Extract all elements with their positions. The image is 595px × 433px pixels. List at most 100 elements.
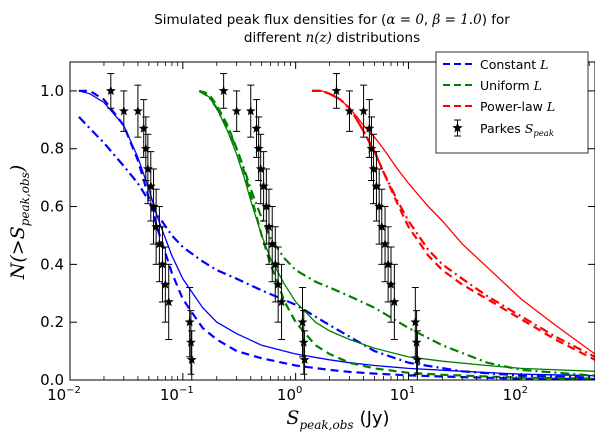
parkes-point xyxy=(383,226,394,303)
star-marker xyxy=(374,201,385,211)
star-marker xyxy=(273,279,284,289)
legend-box xyxy=(435,51,589,154)
parkes-point xyxy=(412,330,423,380)
star-marker xyxy=(138,123,149,133)
legend-entry-parkes: Parkes Speak xyxy=(452,119,554,139)
series-line-8 xyxy=(312,89,595,358)
parkes-point xyxy=(358,84,369,138)
parkes-point xyxy=(331,73,342,109)
parkes-point xyxy=(151,188,162,265)
y-tick-label: 0.0 xyxy=(40,371,64,389)
x-tick-label: 101 xyxy=(390,385,415,404)
star-marker xyxy=(267,238,278,249)
star-marker xyxy=(386,279,396,289)
parkes-point xyxy=(380,206,390,283)
parkes-point xyxy=(386,246,396,323)
star-marker xyxy=(344,105,355,116)
parkes-point xyxy=(270,226,281,303)
plot-frame xyxy=(69,61,595,381)
star-marker xyxy=(411,337,422,347)
parkes-point xyxy=(258,151,269,222)
star-marker xyxy=(186,337,196,347)
x-axis-label: Speak,obs (Jy) xyxy=(286,407,389,432)
star-marker xyxy=(410,317,421,327)
x-tick-label: 10−1 xyxy=(160,385,194,404)
star-marker xyxy=(258,181,269,191)
svg-text:Parkes Speak: Parkes Speak xyxy=(480,121,554,139)
parkes-point xyxy=(186,330,197,380)
parkes-point xyxy=(157,226,168,303)
legend: Constant L Uniform L Power-law L Parkes … xyxy=(435,51,589,154)
x-tick-label: 10−2 xyxy=(47,385,81,404)
star-marker xyxy=(376,221,387,231)
star-marker xyxy=(264,221,274,231)
star-marker xyxy=(383,259,394,269)
parkes-point xyxy=(389,263,400,341)
star-marker xyxy=(160,279,171,289)
x-tick-label: 102 xyxy=(503,385,528,404)
svg-text:Constant L: Constant L xyxy=(480,57,548,72)
star-marker xyxy=(368,163,379,174)
parkes-point xyxy=(118,90,129,132)
star-marker xyxy=(218,85,229,96)
parkes-point xyxy=(186,310,196,375)
star-marker xyxy=(186,354,197,364)
parkes-point xyxy=(245,84,256,138)
series-line-5 xyxy=(198,89,595,377)
series-line-4 xyxy=(198,90,595,372)
parkes-point xyxy=(218,73,229,109)
legend-star-marker xyxy=(452,122,463,133)
star-marker xyxy=(245,105,256,116)
legend-entry-powerlaw: Power-law L xyxy=(443,99,555,114)
star-marker xyxy=(118,105,129,116)
star-marker xyxy=(412,354,423,364)
series-line-1 xyxy=(78,90,595,377)
star-marker xyxy=(133,105,143,116)
parkes-point xyxy=(368,133,379,205)
svg-text:Power-law L: Power-law L xyxy=(480,99,555,114)
parkes-point xyxy=(344,90,355,132)
series-layer xyxy=(78,89,595,380)
star-marker xyxy=(157,259,168,269)
legend-entry-constant: Constant L xyxy=(443,57,548,72)
legend-entry-uniform: Uniform L xyxy=(443,78,542,93)
parkes-point xyxy=(184,286,195,358)
tick-layer: 10−2 10−1 100 101 102 0.0 0.2 0.4 0.6 0.8 1.0 xyxy=(40,62,595,404)
parkes-point xyxy=(142,133,153,205)
star-marker xyxy=(253,143,264,153)
chart-title-line1: Simulated peak flux densities for (α = 0… xyxy=(154,12,510,28)
star-marker xyxy=(184,317,195,327)
star-marker xyxy=(270,259,281,269)
star-marker xyxy=(297,317,308,327)
star-marker xyxy=(142,163,153,174)
series-line-7 xyxy=(312,90,595,355)
parkes-point xyxy=(276,263,287,341)
star-marker xyxy=(331,85,342,96)
star-marker xyxy=(154,238,165,249)
star-marker xyxy=(251,123,262,133)
parkes-point xyxy=(376,188,387,265)
star-marker xyxy=(148,201,159,211)
star-marker xyxy=(366,143,377,153)
parkes-point xyxy=(298,310,309,375)
parkes-point xyxy=(411,310,422,375)
star-marker xyxy=(105,85,116,96)
svg-text:Uniform L: Uniform L xyxy=(480,78,542,93)
parkes-layer xyxy=(105,73,423,380)
star-marker xyxy=(261,201,272,211)
star-marker xyxy=(231,105,242,116)
parkes-point xyxy=(105,73,116,109)
y-tick-label: 0.6 xyxy=(40,198,64,216)
y-tick-label: 0.8 xyxy=(40,140,64,158)
star-marker xyxy=(358,105,369,116)
y-tick-label: 0.2 xyxy=(40,313,64,331)
star-marker xyxy=(145,181,156,191)
y-tick-label: 1.0 xyxy=(40,82,64,100)
y-tick-label: 0.4 xyxy=(40,255,64,273)
parkes-point xyxy=(299,330,310,380)
parkes-point xyxy=(133,84,143,138)
parkes-point xyxy=(154,206,165,283)
parkes-point xyxy=(231,90,242,132)
chart-title-line2: different n(z) distributions xyxy=(244,30,420,46)
